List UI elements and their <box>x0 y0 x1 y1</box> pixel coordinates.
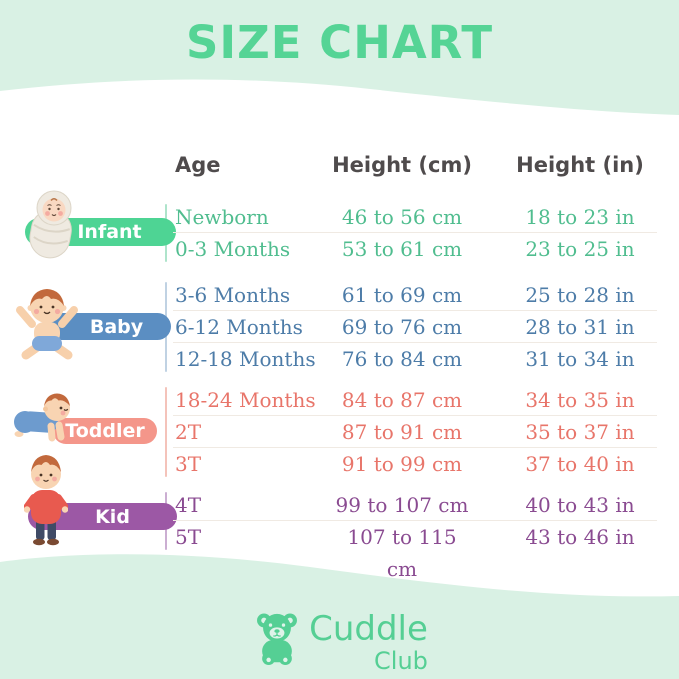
height-cm-cell: 46 to 56 cm <box>341 205 463 229</box>
height-in-cell: 25 to 28 in <box>525 283 635 307</box>
table-row: 3-6 Months 61 to 69 cm 25 to 28 in <box>0 279 679 311</box>
height-cm-cell: 99 to 107 cm <box>335 493 469 517</box>
brand-subname: Club <box>374 647 428 675</box>
baby-illustration <box>16 289 78 360</box>
table-row: 2T 87 to 91 cm 35 to 37 in <box>0 416 679 448</box>
table-row: 4T 99 to 107 cm 40 to 43 in <box>0 489 679 521</box>
height-cm-cell: 76 to 84 cm <box>341 347 463 371</box>
age-cell: 4T <box>175 493 202 517</box>
white-card-wave <box>0 79 679 597</box>
row-divider <box>173 342 657 343</box>
age-cell: 3T <box>175 452 202 476</box>
row-divider <box>173 415 657 416</box>
height-cm-cell: 107 to 115 cm <box>347 525 457 581</box>
height-in-cell: 40 to 43 in <box>525 493 635 517</box>
row-divider <box>173 310 657 311</box>
row-divider <box>173 520 657 521</box>
baby-group-label: Baby <box>89 315 144 338</box>
table-row: 0-3 Months 53 to 61 cm 23 to 25 in <box>0 233 679 265</box>
age-cell: 12-18 Months <box>175 347 316 371</box>
crawling-toddler-illustration <box>14 393 70 442</box>
age-cell: 5T <box>175 525 202 549</box>
age-cell: Newborn <box>175 205 269 229</box>
age-cell: 6-12 Months <box>175 315 303 339</box>
height-cm-cell: 69 to 76 cm <box>341 315 463 339</box>
kid-group-label: Kid <box>95 505 130 528</box>
row-divider <box>173 232 657 233</box>
table-row: 3T 91 to 99 cm 37 to 40 in <box>0 448 679 480</box>
table-row: 6-12 Months 69 to 76 cm 28 to 31 in <box>0 311 679 343</box>
brand-logo: Cuddle Club <box>0 610 679 674</box>
height-in-cell: 18 to 23 in <box>525 205 635 229</box>
table-row: 5T 107 to 115 cm 43 to 46 in <box>0 521 679 581</box>
page-title: SIZE CHART <box>185 16 494 69</box>
age-cell: 3-6 Months <box>175 283 291 307</box>
age-cell: 2T <box>175 420 202 444</box>
height-in-cell: 23 to 25 in <box>525 237 635 261</box>
toddler-section-rule <box>165 387 167 477</box>
column-header-height-in: Height (in) <box>516 153 644 177</box>
height-in-cell: 37 to 40 in <box>525 452 635 476</box>
height-cm-cell: 84 to 87 cm <box>341 388 463 412</box>
age-cell: 18-24 Months <box>175 388 316 412</box>
height-in-cell: 31 to 34 in <box>525 347 635 371</box>
toddler-group-label: Toddler <box>65 420 145 442</box>
height-in-cell: 34 to 35 in <box>525 388 635 412</box>
brand-name: Cuddle <box>309 609 428 649</box>
teddy-bear-icon <box>257 613 298 665</box>
height-cm-cell: 87 to 91 cm <box>341 420 463 444</box>
height-cm-cell: 91 to 99 cm <box>341 452 463 476</box>
height-in-cell: 35 to 37 in <box>525 420 635 444</box>
height-in-cell: 43 to 46 in <box>525 525 635 549</box>
column-header-height-cm: Height (cm) <box>332 153 472 177</box>
table-row: 18-24 Months 84 to 87 cm 34 to 35 in <box>0 384 679 416</box>
standing-kid-illustration <box>24 455 68 546</box>
row-divider <box>173 447 657 448</box>
height-in-cell: 28 to 31 in <box>525 315 635 339</box>
table-row: 12-18 Months 76 to 84 cm 31 to 34 in <box>0 343 679 375</box>
age-cell: 0-3 Months <box>175 237 291 261</box>
infant-group-label: Infant <box>77 221 142 243</box>
height-cm-cell: 61 to 69 cm <box>341 283 463 307</box>
toddler-group-badge: Toddler <box>53 418 157 444</box>
swaddled-infant-illustration <box>29 190 72 259</box>
column-header-age: Age <box>175 153 221 177</box>
table-row: Newborn 46 to 56 cm 18 to 23 in <box>0 201 679 233</box>
height-cm-cell: 53 to 61 cm <box>341 237 463 261</box>
